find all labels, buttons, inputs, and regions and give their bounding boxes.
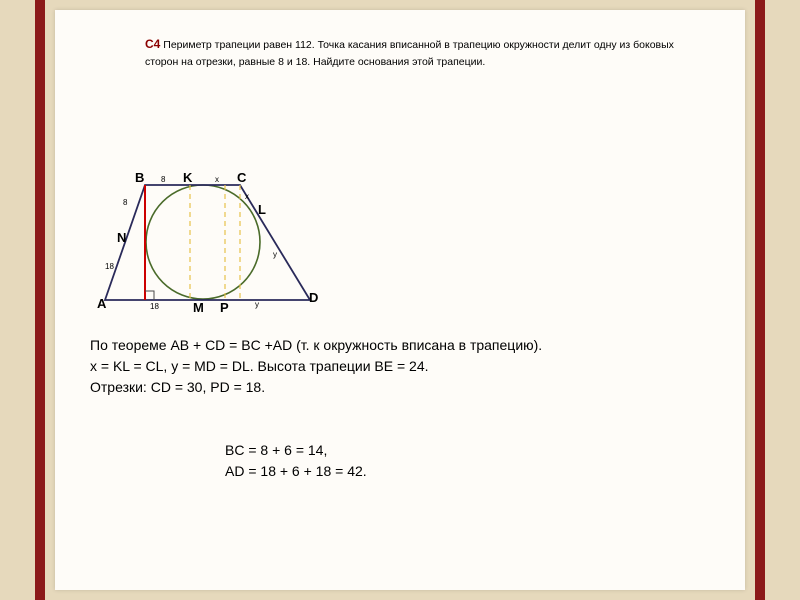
label-n: N	[117, 230, 126, 245]
answer-line-2: AD = 18 + 6 + 18 = 42.	[225, 461, 367, 482]
inscribed-circle	[146, 185, 260, 299]
trapezoid	[105, 185, 310, 300]
label-m: M	[193, 300, 204, 315]
seg-am-18: 18	[150, 302, 159, 311]
seg-ld-y: y	[273, 250, 277, 259]
diagram-svg	[75, 150, 335, 320]
seg-kc-x: x	[215, 175, 219, 184]
seg-cl-x: x	[245, 192, 249, 201]
seg-bk-8: 8	[161, 175, 165, 184]
decor-bar-right	[755, 0, 765, 600]
decor-bar-left	[35, 0, 45, 600]
proof-line-1: По теореме AB + CD = BC +AD (т. к окружн…	[90, 335, 690, 356]
label-d: D	[309, 290, 318, 305]
page-surface: С4 Периметр трапеции равен 112. Точка ка…	[55, 10, 745, 590]
answer-line-1: BC = 8 + 6 = 14,	[225, 440, 367, 461]
label-b: B	[135, 170, 144, 185]
seg-bn-8: 8	[123, 198, 127, 207]
proof-block: По теореме AB + CD = BC +AD (т. к окружн…	[90, 335, 690, 398]
label-l: L	[258, 202, 266, 217]
proof-line-2: x = KL = CL, y = MD = DL. Высота трапеци…	[90, 356, 690, 377]
seg-na-18: 18	[105, 262, 114, 271]
answer-block: BC = 8 + 6 = 14, AD = 18 + 6 + 18 = 42.	[225, 440, 367, 482]
problem-text: Периметр трапеции равен 112. Точка касан…	[145, 39, 674, 68]
label-a: A	[97, 296, 106, 311]
problem-block: С4 Периметр трапеции равен 112. Точка ка…	[145, 35, 705, 71]
label-p: P	[220, 300, 229, 315]
right-angle-icon	[145, 291, 154, 300]
seg-pd-y: y	[255, 300, 259, 309]
label-k: K	[183, 170, 192, 185]
label-c: C	[237, 170, 246, 185]
proof-line-3: Отрезки: CD = 30, PD = 18.	[90, 377, 690, 398]
problem-label: С4	[145, 37, 160, 51]
diagram: A B C D K L M N P 8 8 18 18 x x y y	[75, 150, 335, 320]
